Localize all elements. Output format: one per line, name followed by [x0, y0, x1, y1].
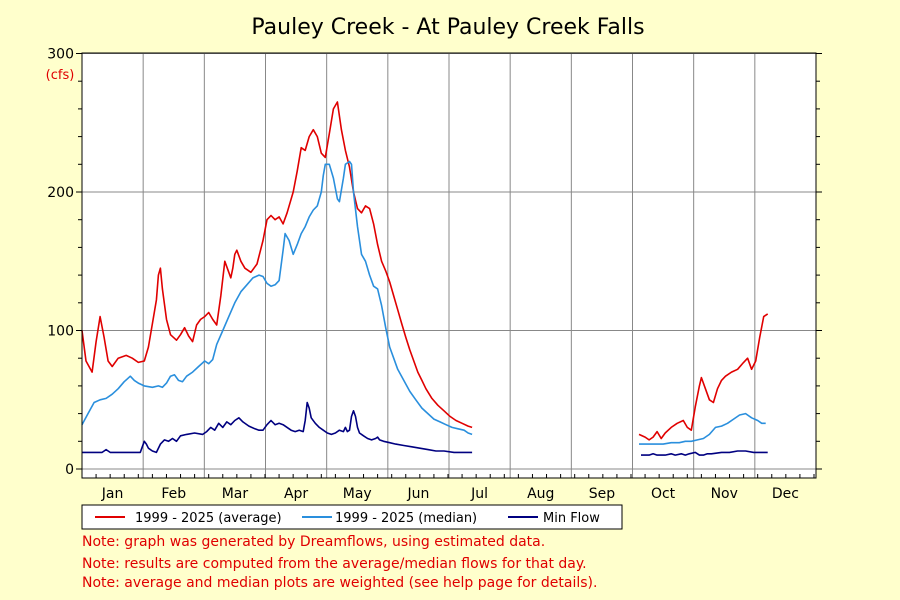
- x-month-label: Mar: [222, 486, 249, 502]
- x-month-label: May: [343, 486, 372, 502]
- x-month-label: Dec: [772, 486, 799, 502]
- chart-title: Pauley Creek - At Pauley Creek Falls: [251, 15, 644, 40]
- note-1: Note: graph was generated by Dreamflows,…: [82, 534, 546, 550]
- x-month-label: Sep: [589, 486, 616, 502]
- axes: 0 100 200 300 Jan Feb Mar Apr May Jun Jul Aug Sep Oct…: [47, 47, 822, 502]
- x-month-label: Aug: [527, 486, 554, 502]
- grid-lines: [81, 53, 817, 478]
- y-tick-label: 300: [47, 47, 74, 63]
- plot-frame: [81, 52, 817, 479]
- note-3: Note: average and median plots are weigh…: [82, 575, 598, 591]
- x-month-label: Jan: [101, 486, 124, 502]
- legend-label: 1999 - 2025 (median): [335, 511, 477, 526]
- x-month-label: Nov: [711, 486, 738, 502]
- x-month-label: Jul: [470, 486, 488, 502]
- series-line-3-segment-1: [82, 401, 473, 454]
- x-month-label: Oct: [651, 486, 676, 502]
- legend-label: Min Flow: [543, 511, 600, 526]
- legend: 1999 - 2025 (average) 1999 - 2025 (median…: [81, 504, 623, 530]
- x-month-label: Jun: [406, 486, 429, 502]
- series-lines: [81, 101, 769, 456]
- series-line-2-segment-2: [639, 412, 766, 445]
- series-line-2-segment-1: [81, 160, 473, 436]
- series-line-1-segment-2: [638, 313, 769, 441]
- x-month-label: Feb: [161, 486, 186, 502]
- note-2: Note: results are computed from the aver…: [82, 556, 587, 572]
- y-axis-unit: (cfs): [46, 68, 75, 83]
- series-line-1-segment-1: [81, 101, 473, 429]
- series-line-3-segment-2: [641, 450, 768, 456]
- y-tick-label: 100: [47, 324, 74, 340]
- legend-label: 1999 - 2025 (average): [135, 511, 282, 526]
- y-tick-label: 200: [47, 185, 74, 201]
- x-month-label: Apr: [284, 486, 308, 502]
- y-tick-label: 0: [65, 462, 74, 478]
